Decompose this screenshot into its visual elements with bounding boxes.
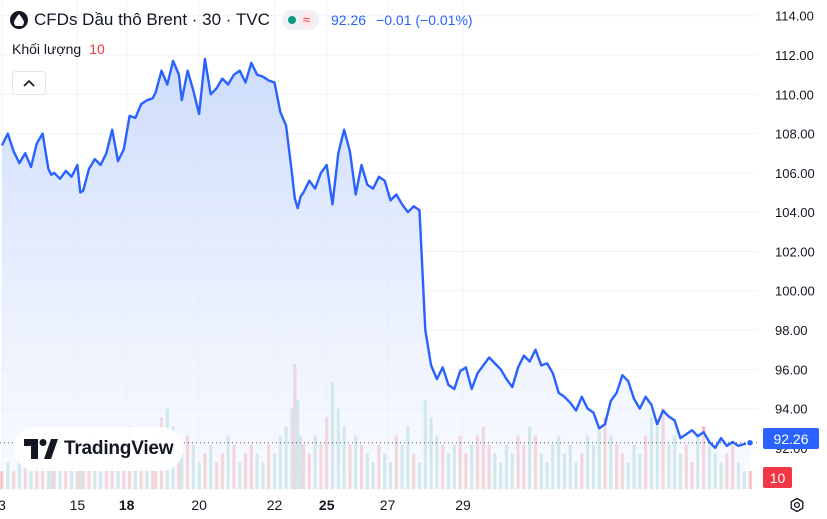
time-tick-label: 27 — [380, 497, 396, 513]
price-tick-label: 104.00 — [775, 205, 815, 220]
price-tick-label: 102.00 — [775, 244, 815, 259]
price-tick-label: 110.00 — [775, 87, 814, 102]
price-area — [2, 58, 750, 491]
price-tick-label: 112.00 — [775, 48, 814, 63]
last-price-tag: 92.26 — [763, 428, 819, 449]
time-axis[interactable]: 3 15 18 20 22 25 27 29 — [0, 497, 471, 513]
price-tick-label: 106.00 — [775, 166, 815, 181]
time-tick-label: 25 — [319, 497, 335, 513]
time-tick-label: 29 — [455, 497, 471, 513]
time-tick-label: 3 — [0, 497, 6, 513]
chart-settings-button[interactable] — [786, 494, 808, 516]
time-tick-label: 20 — [191, 497, 207, 513]
price-tick-label: 98.00 — [775, 323, 808, 338]
price-tick-label: 100.00 — [775, 284, 815, 299]
gear-icon — [790, 497, 804, 513]
price-tick-label: 94.00 — [775, 402, 808, 417]
volume-tag: 10 — [763, 467, 792, 488]
collapse-legend-button[interactable] — [12, 71, 46, 95]
volume-legend[interactable]: Khối lượng 10 — [12, 41, 105, 57]
volume-bar — [0, 471, 4, 489]
price-tick-label: 96.00 — [775, 362, 808, 377]
market-status-pill[interactable]: ≈ — [281, 10, 320, 30]
chevron-up-icon — [23, 79, 35, 87]
last-price-point — [745, 438, 755, 448]
time-tick-label: 18 — [119, 497, 135, 513]
time-tick-label: 15 — [70, 497, 86, 513]
volume-value: 10 — [89, 41, 105, 57]
price-axis[interactable]: 114.00 112.00 110.00 108.00 106.00 104.00 102.… — [775, 9, 815, 456]
tradingview-logo-icon — [24, 439, 58, 459]
tradingview-logo-text: TradingView — [64, 438, 174, 459]
time-tick-label: 22 — [267, 497, 283, 513]
price-tick-label: 114.00 — [775, 9, 814, 24]
price-line — [0, 57, 760, 450]
price-series-line — [0, 57, 751, 450]
price-tick-label: 108.00 — [775, 127, 815, 142]
market-open-dot — [287, 16, 296, 24]
delayed-data-icon: ≈ — [299, 12, 314, 28]
price-area-fill — [2, 58, 750, 491]
price-change: −0.01 (−0.01%) — [376, 12, 473, 28]
volume-label: Khối lượng — [12, 41, 82, 57]
last-price: 92.26 — [331, 12, 367, 28]
drop-icon — [10, 11, 28, 29]
tradingview-logo[interactable]: TradingView — [14, 427, 184, 471]
symbol-legend[interactable]: CFDs Dầu thô Brent · 30 · TVC ≈ 92.26 −0… — [10, 8, 473, 32]
symbol-title[interactable]: CFDs Dầu thô Brent · 30 · TVC — [34, 10, 270, 29]
